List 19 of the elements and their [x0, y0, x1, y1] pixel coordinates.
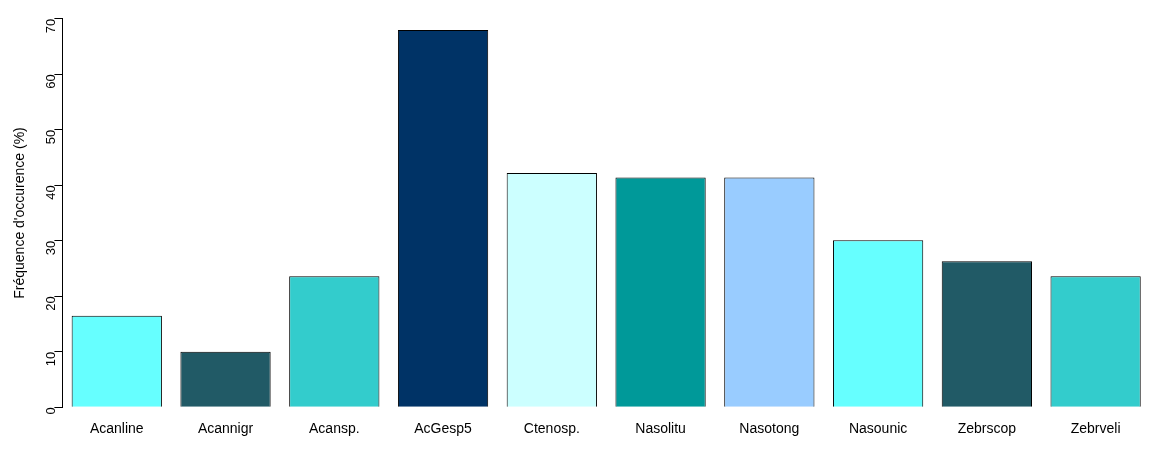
x-tick-label: Acanline: [89, 420, 144, 437]
x-tick-label: Ctenosp.: [523, 420, 580, 437]
x-tick-label: Zebrscop: [957, 420, 1017, 437]
x-tick-label: Nasotong: [739, 420, 800, 437]
x-tick-label: Zebrveli: [1070, 420, 1121, 437]
x-tick-label: Acannigr: [197, 420, 254, 437]
y-axis-title: Fréquence d'occurence (%): [11, 127, 28, 299]
y-tick-label: 10: [42, 351, 58, 367]
y-tick-label: 60: [42, 74, 58, 89]
y-tick-label: 20: [42, 296, 58, 311]
y-tick-label: 50: [42, 129, 58, 145]
y-tick-label: 70: [42, 18, 58, 34]
x-tick-label: Nasounic: [848, 420, 908, 437]
x-tick-label: AcGesp5: [414, 420, 473, 437]
x-tick-label: Acansp.: [309, 420, 360, 437]
x-tick-label: Nasolitu: [635, 420, 686, 437]
y-tick-label: 30: [42, 240, 58, 256]
y-tick-label: 40: [42, 185, 58, 200]
y-tick-label: 0: [42, 407, 58, 415]
